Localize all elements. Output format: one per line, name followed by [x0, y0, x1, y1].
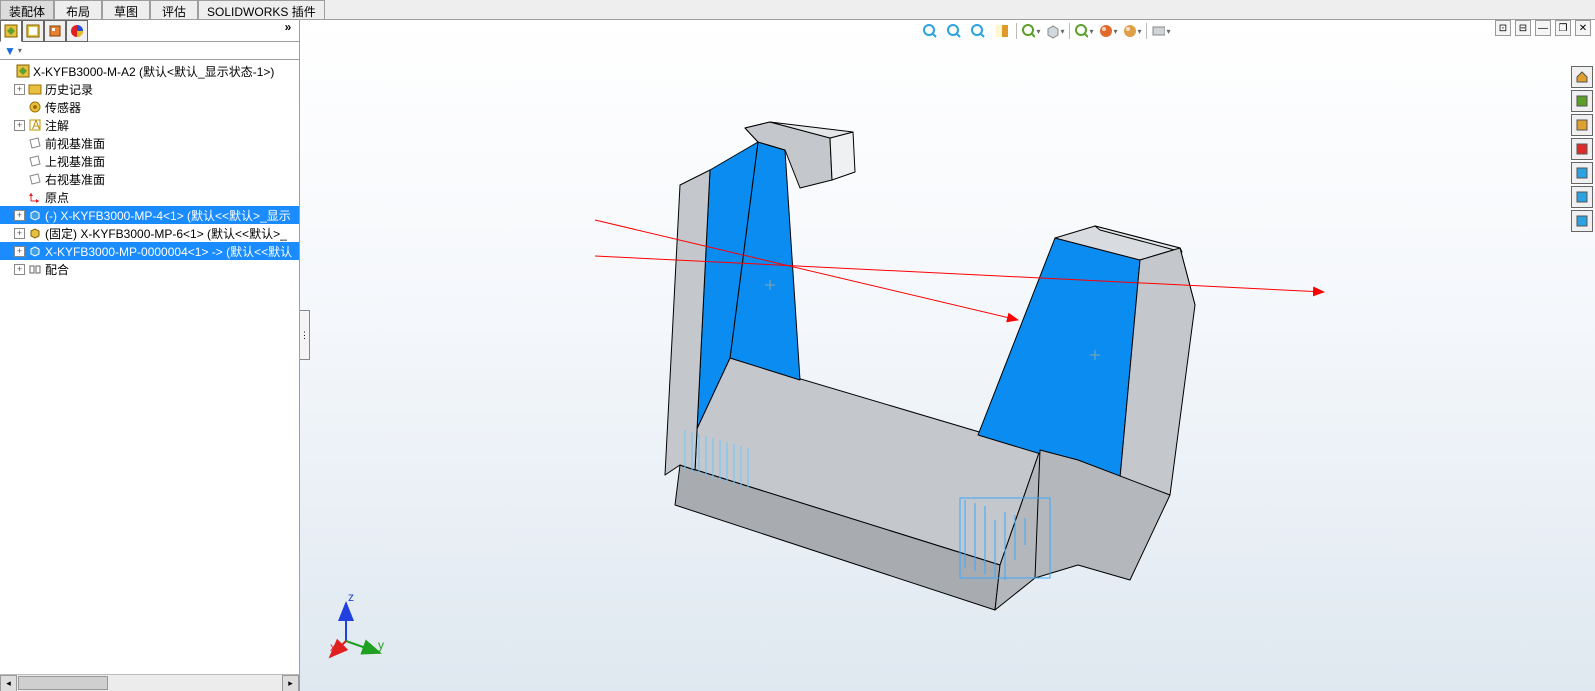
expand-icon[interactable]: + [14, 228, 25, 239]
scroll-right-icon[interactable]: ▸ [282, 675, 299, 691]
tree-item-0[interactable]: + 历史记录 [0, 80, 299, 98]
tree-item-8[interactable]: + (固定) X-KYFB3000-MP-6<1> (默认<<默认>_ [0, 224, 299, 242]
tree-item-icon [27, 135, 43, 151]
tree-item-10[interactable]: + 配合 [0, 260, 299, 278]
expand-icon[interactable]: + [14, 246, 25, 257]
tree-item-icon [27, 99, 43, 115]
tree-item-label: 原点 [45, 189, 69, 206]
cmd-tab-3[interactable]: 评估 [150, 0, 198, 19]
svg-text:y: y [378, 638, 384, 652]
tree-item-9[interactable]: + X-KYFB3000-MP-0000004<1> -> (默认<<默认 [0, 242, 299, 260]
tree-item-2[interactable]: + A 注解 [0, 116, 299, 134]
tree-item-label: 配合 [45, 261, 69, 278]
tree-item-icon: A [27, 117, 43, 133]
graphics-viewport[interactable]: ⊡⊟—❐✕ ⋮ [300, 20, 1595, 691]
tree-item-label: (-) X-KYFB3000-MP-4<1> (默认<<默认>_显示 [45, 207, 291, 224]
tree-item-label: 前视基准面 [45, 135, 105, 152]
model-svg [300, 20, 1595, 691]
tree-item-icon [27, 243, 43, 259]
fm-tab-property[interactable] [22, 20, 44, 42]
view-triad: z y x [328, 591, 388, 661]
expand-icon[interactable]: + [14, 84, 25, 95]
svg-text:A: A [32, 118, 40, 132]
tree-item-4[interactable]: 上视基准面 [0, 152, 299, 170]
tree-item-icon [27, 171, 43, 187]
tree-item-icon [27, 189, 43, 205]
cmd-tab-1[interactable]: 布局 [54, 0, 102, 19]
cmd-tab-2[interactable]: 草图 [102, 0, 150, 19]
cmd-tab-0[interactable]: 装配体 [0, 0, 54, 19]
tree-item-label: X-KYFB3000-MP-0000004<1> -> (默认<<默认 [45, 243, 292, 260]
fm-expand-icon[interactable]: » [277, 20, 299, 41]
feature-manager-panel: » ▼ ▾ X-KYFB3000-M-A2 (默认<默认_显示状态-1>) + 历史… [0, 20, 300, 691]
filter-dd-icon: ▾ [18, 46, 22, 55]
tree-root-label: X-KYFB3000-M-A2 (默认<默认_显示状态-1>) [33, 63, 274, 80]
funnel-icon: ▼ [4, 44, 16, 58]
expand-icon[interactable]: + [14, 264, 25, 275]
tree-root[interactable]: X-KYFB3000-M-A2 (默认<默认_显示状态-1>) [0, 62, 299, 80]
cmd-tab-4[interactable]: SOLIDWORKS 插件 [198, 0, 325, 19]
tree-item-icon [27, 207, 43, 223]
tree-item-3[interactable]: 前视基准面 [0, 134, 299, 152]
tree-item-icon [27, 261, 43, 277]
tree-item-label: 注解 [45, 117, 69, 134]
selection-arrow [595, 220, 1018, 320]
expand-icon[interactable]: + [14, 120, 25, 131]
tree-item-icon [27, 81, 43, 97]
h-scrollbar[interactable]: ◂ ▸ [0, 674, 299, 691]
filter-row[interactable]: ▼ ▾ [0, 42, 299, 60]
tree-item-label: 右视基准面 [45, 171, 105, 188]
tree-item-label: 传感器 [45, 99, 81, 116]
fm-tab-display[interactable] [66, 20, 88, 42]
command-tabs: 装配体布局草图评估SOLIDWORKS 插件 [0, 0, 1595, 20]
feature-tree: X-KYFB3000-M-A2 (默认<默认_显示状态-1>)+历史记录传感器+… [0, 60, 299, 674]
tree-item-label: 上视基准面 [45, 153, 105, 170]
scroll-left-icon[interactable]: ◂ [0, 675, 17, 691]
tree-item-1[interactable]: 传感器 [0, 98, 299, 116]
svg-text:x: x [330, 640, 336, 654]
tree-item-icon [27, 153, 43, 169]
expand-icon[interactable]: + [14, 210, 25, 221]
tree-item-label: (固定) X-KYFB3000-MP-6<1> (默认<<默认>_ [45, 225, 287, 242]
svg-text:z: z [348, 591, 354, 604]
tree-item-6[interactable]: 原点 [0, 188, 299, 206]
fm-tab-row: » [0, 20, 299, 42]
tree-item-label: 历史记录 [45, 81, 93, 98]
tree-item-icon [27, 225, 43, 241]
scroll-thumb[interactable] [18, 676, 108, 690]
fm-tab-tree[interactable] [0, 20, 22, 42]
tree-item-7[interactable]: + (-) X-KYFB3000-MP-4<1> (默认<<默认>_显示 [0, 206, 299, 224]
tree-item-5[interactable]: 右视基准面 [0, 170, 299, 188]
fm-tab-config[interactable] [44, 20, 66, 42]
